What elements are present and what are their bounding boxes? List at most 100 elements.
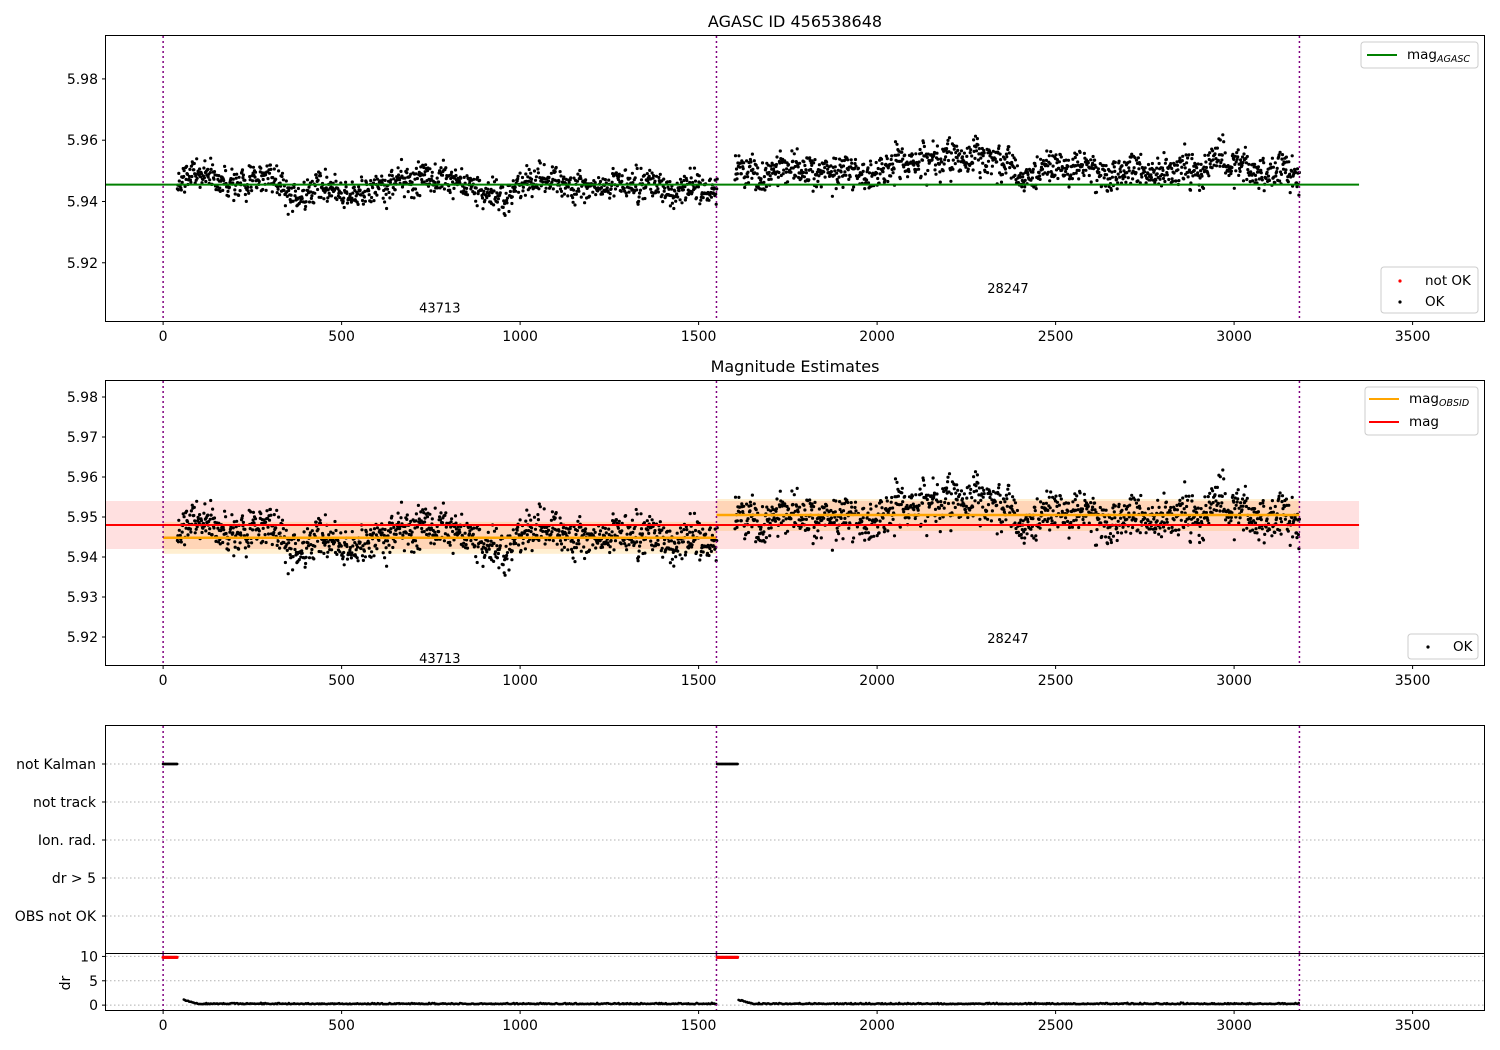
data-point bbox=[981, 154, 985, 158]
data-point bbox=[537, 502, 541, 506]
data-point bbox=[883, 527, 887, 531]
data-point bbox=[1038, 174, 1042, 178]
data-point bbox=[176, 540, 180, 544]
data-point bbox=[798, 161, 802, 165]
data-point bbox=[251, 518, 255, 522]
data-point bbox=[599, 186, 604, 190]
data-point bbox=[637, 555, 641, 559]
data-point bbox=[1056, 525, 1060, 529]
data-point bbox=[919, 151, 924, 155]
data-point bbox=[1057, 503, 1061, 507]
data-point bbox=[485, 550, 489, 554]
data-point bbox=[860, 519, 864, 524]
data-point bbox=[265, 516, 270, 520]
data-point bbox=[651, 548, 655, 552]
data-point bbox=[959, 149, 964, 153]
data-point bbox=[413, 526, 417, 530]
data-point bbox=[1048, 528, 1052, 532]
data-point bbox=[211, 163, 215, 167]
data-point bbox=[533, 178, 538, 182]
data-point bbox=[192, 168, 196, 172]
data-point bbox=[405, 513, 409, 517]
data-point bbox=[390, 174, 394, 178]
data-point bbox=[756, 166, 760, 170]
data-point bbox=[910, 494, 915, 498]
data-point bbox=[218, 189, 222, 193]
data-point bbox=[1163, 529, 1167, 533]
y-tick-label: 5.92 bbox=[67, 630, 98, 646]
data-point bbox=[474, 199, 478, 203]
data-point bbox=[385, 564, 389, 568]
data-point bbox=[1175, 508, 1179, 512]
data-point bbox=[349, 556, 353, 560]
data-point bbox=[1169, 505, 1173, 510]
data-point bbox=[612, 194, 616, 198]
data-point bbox=[1128, 160, 1132, 164]
data-point bbox=[965, 154, 969, 158]
data-point bbox=[231, 526, 235, 530]
data-point bbox=[517, 543, 521, 547]
data-point bbox=[501, 205, 505, 209]
data-point bbox=[1070, 177, 1074, 181]
data-point bbox=[1155, 519, 1159, 523]
data-point bbox=[232, 554, 236, 558]
data-point bbox=[1218, 164, 1222, 168]
data-point bbox=[425, 532, 429, 537]
data-point bbox=[476, 192, 480, 196]
data-point bbox=[348, 548, 352, 552]
data-point bbox=[338, 195, 342, 200]
data-point bbox=[1030, 534, 1034, 538]
data-point bbox=[384, 546, 388, 550]
data-point bbox=[804, 168, 808, 172]
data-point bbox=[830, 194, 835, 198]
data-point bbox=[1035, 155, 1039, 159]
data-point bbox=[989, 519, 994, 523]
data-point bbox=[802, 160, 806, 164]
data-point bbox=[1253, 162, 1257, 166]
data-point bbox=[698, 531, 702, 535]
data-point bbox=[1229, 519, 1233, 523]
data-point bbox=[1206, 171, 1210, 175]
data-point bbox=[662, 177, 666, 181]
data-point bbox=[394, 532, 398, 537]
data-point bbox=[369, 179, 373, 183]
data-point bbox=[280, 174, 284, 179]
data-point bbox=[353, 541, 357, 545]
data-point bbox=[451, 180, 455, 184]
data-point bbox=[453, 514, 458, 518]
data-point bbox=[451, 529, 455, 534]
data-point bbox=[448, 190, 452, 195]
data-point bbox=[854, 164, 858, 168]
data-point bbox=[333, 172, 337, 176]
data-point bbox=[223, 509, 227, 513]
data-point bbox=[793, 509, 797, 513]
data-point bbox=[1033, 509, 1037, 513]
data-point bbox=[1098, 505, 1102, 510]
data-point bbox=[486, 530, 490, 535]
data-point bbox=[1100, 534, 1104, 539]
data-point bbox=[381, 551, 385, 555]
legend-mag-agasc-name: mag bbox=[1407, 47, 1437, 63]
data-point bbox=[475, 526, 479, 530]
data-point bbox=[1185, 504, 1189, 509]
data-point bbox=[993, 157, 997, 161]
data-point bbox=[829, 516, 834, 520]
data-point bbox=[1023, 178, 1027, 182]
data-point bbox=[1280, 153, 1285, 157]
x-tick-label: 2500 bbox=[1038, 673, 1074, 689]
data-point bbox=[1018, 521, 1022, 525]
data-point bbox=[535, 533, 539, 538]
data-point bbox=[1244, 161, 1248, 165]
data-point bbox=[920, 501, 925, 505]
data-point bbox=[343, 541, 347, 545]
data-point bbox=[896, 153, 901, 157]
data-point bbox=[1214, 508, 1219, 513]
data-point bbox=[592, 528, 596, 532]
data-point bbox=[1089, 529, 1093, 534]
data-point bbox=[1156, 498, 1160, 502]
data-point bbox=[515, 528, 519, 532]
data-point bbox=[185, 172, 190, 176]
data-point bbox=[528, 186, 532, 190]
data-point bbox=[1116, 181, 1120, 185]
data-point bbox=[1206, 495, 1210, 499]
